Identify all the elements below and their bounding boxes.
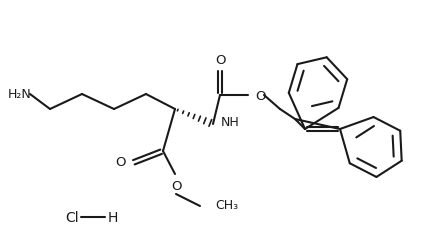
Text: H: H — [108, 210, 118, 224]
Text: O: O — [171, 180, 181, 193]
Text: NH: NH — [221, 115, 240, 128]
Text: O: O — [115, 156, 125, 169]
Text: Cl: Cl — [65, 210, 78, 224]
Text: H₂N: H₂N — [8, 88, 32, 101]
Text: O: O — [255, 89, 265, 102]
Text: CH₃: CH₃ — [215, 199, 238, 212]
Text: O: O — [215, 53, 225, 66]
